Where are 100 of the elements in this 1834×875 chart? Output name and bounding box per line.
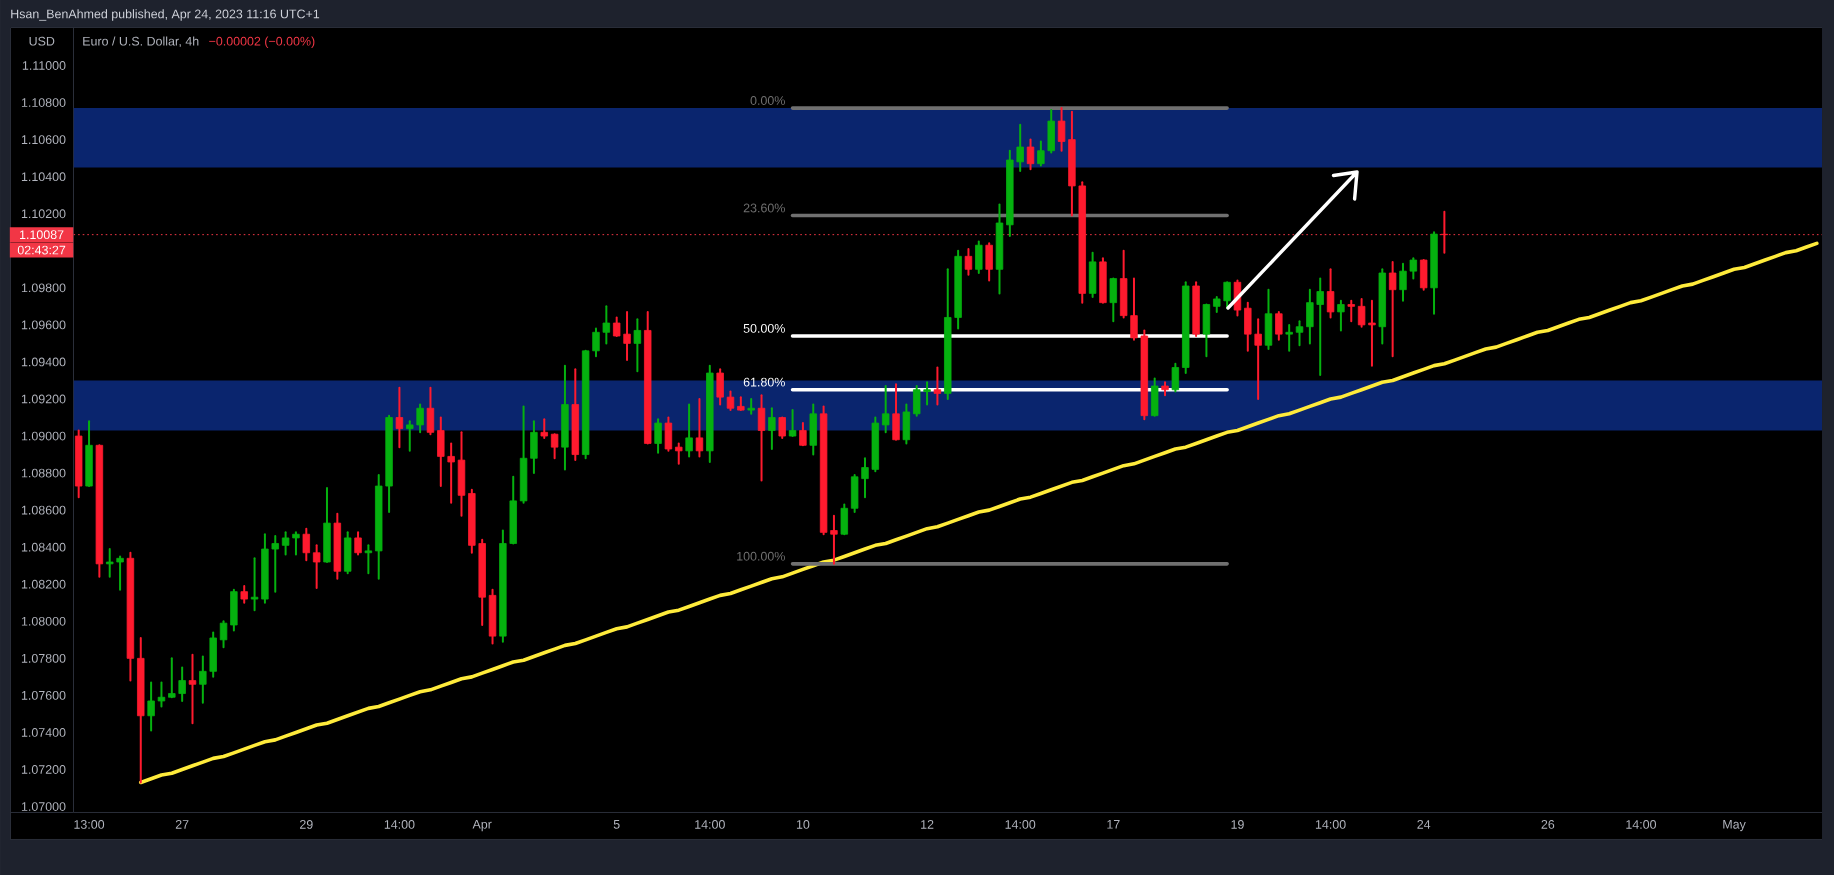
candlestick (416, 403, 424, 434)
candlestick (685, 403, 693, 458)
candlestick (1399, 262, 1407, 302)
candlestick (623, 310, 631, 362)
candlestick (292, 531, 300, 556)
y-tick-label: 1.07200 (21, 765, 66, 774)
y-tick-label: 1.07800 (21, 653, 66, 663)
candlestick (923, 381, 931, 406)
candlestick (1026, 138, 1035, 171)
candlestick (1285, 323, 1293, 352)
text: 02:43:27 (17, 245, 66, 255)
series-label: 61.80% (743, 377, 785, 387)
candlestick (1171, 362, 1180, 393)
candlestick (271, 535, 279, 593)
candlestick (778, 416, 786, 439)
candlestick (1130, 277, 1138, 341)
candlestick (933, 366, 942, 406)
text: Euro / U.S. Dollar, 4h (83, 36, 199, 48)
y-tick-label: 1.10600 (21, 135, 66, 145)
x-tick-label: 12 (921, 820, 934, 829)
y-tick-label: 1.08200 (21, 579, 66, 589)
candlestick (364, 544, 373, 575)
y-tick-label: 1.09400 (21, 357, 66, 367)
candlestick (964, 247, 973, 276)
x-tick-label: 14:00 (1005, 820, 1036, 829)
candlestick (1037, 140, 1045, 167)
candlestick (768, 407, 776, 450)
series-label: 0.00% (750, 96, 785, 105)
y-tick-label: 1.09600 (21, 320, 66, 330)
x-tick-label: 29 (300, 820, 313, 829)
candlestick (116, 555, 124, 591)
candlestick (178, 666, 186, 702)
x-tick-label: 14:00 (1626, 820, 1657, 829)
x-tick-label: 27 (175, 820, 189, 829)
x-tick-label: 10 (796, 820, 810, 829)
x-tick-label: 14:00 (695, 820, 725, 829)
candlestick (1326, 268, 1335, 319)
y-tick-label: 1.09200 (21, 394, 66, 404)
candlestick (281, 531, 290, 556)
candlestick (354, 531, 362, 556)
x-tick-label: 17 (1107, 820, 1120, 829)
series-label: 50.00% (743, 323, 785, 333)
candlestick (1254, 318, 1262, 400)
x-tick-label: 19 (1231, 820, 1244, 829)
candlestick (799, 422, 807, 447)
candlestick (747, 397, 755, 415)
candlestick (881, 385, 890, 434)
y-tick-label: 1.09000 (21, 431, 66, 441)
candlestick (675, 442, 683, 465)
candlestick (406, 420, 414, 452)
candlestick (612, 316, 621, 337)
candlestick (592, 327, 600, 358)
candlestick (106, 548, 114, 578)
y-tick-label: 1.10400 (21, 172, 66, 182)
candlestick (1368, 299, 1376, 367)
y-axis-title: USD (29, 36, 55, 46)
candlestick (395, 386, 404, 449)
candlestick (1223, 281, 1231, 310)
candlestick (830, 514, 838, 565)
candlestick (219, 620, 228, 649)
candlestick (1347, 299, 1355, 323)
candlestick (861, 457, 869, 499)
x-tick-label: 24 (1417, 820, 1431, 829)
candlestick (302, 527, 311, 562)
candlestick (1409, 257, 1418, 280)
y-tick-label: 1.10200 (21, 209, 66, 219)
candlestick (1316, 277, 1324, 376)
ref-line-label: 1.10087 (20, 230, 64, 240)
y-tick-label: 1.11000 (22, 61, 66, 70)
x-tick-label: 5 (613, 820, 620, 829)
candlestick (147, 681, 155, 732)
y-tick-label: 1.08000 (21, 616, 66, 626)
candlestick (1388, 260, 1397, 358)
candlestick (540, 418, 548, 439)
candlestick (1057, 107, 1066, 152)
candlestick (1016, 123, 1024, 173)
series-label: 23.60% (743, 203, 785, 213)
y-tick-label: 1.07400 (21, 728, 66, 737)
candlestick (188, 653, 197, 725)
candlestick (654, 418, 662, 454)
candlestick (312, 544, 321, 589)
candlestick (250, 557, 259, 612)
candlestick (695, 397, 704, 458)
y-tick-label: 1.08400 (21, 542, 66, 552)
candlestick (633, 318, 642, 373)
series-label: 100.00% (737, 551, 785, 561)
candlestick (1275, 310, 1283, 341)
candlestick (447, 442, 455, 504)
candlestick (550, 433, 559, 460)
y-tick-label: 1.08800 (21, 468, 66, 478)
x-tick-label: 14:00 (384, 820, 415, 829)
x-tick-label: 13:00 (74, 820, 105, 829)
candlestick (757, 394, 766, 482)
candlestick (1295, 320, 1304, 347)
text: −0.00002 (−0.00%) (209, 36, 315, 49)
candlestick (168, 657, 176, 699)
x-tick-label: May (1723, 820, 1746, 832)
candlestick (157, 681, 166, 708)
candlestick (1440, 210, 1449, 254)
y-tick-label: 1.07000 (21, 802, 66, 811)
